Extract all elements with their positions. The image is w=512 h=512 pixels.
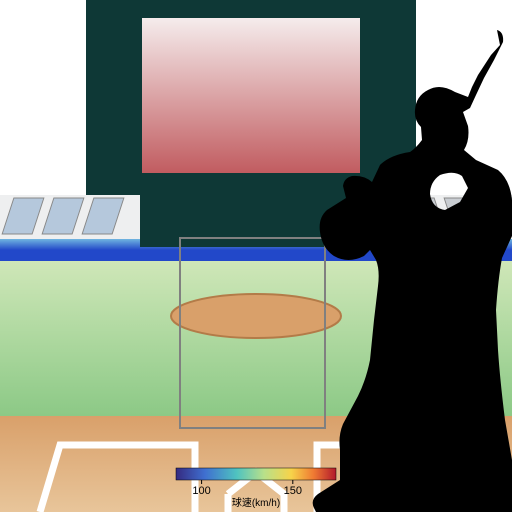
svg-text:150: 150	[284, 485, 302, 497]
pitchers-mound	[171, 294, 341, 338]
svg-text:100: 100	[192, 485, 210, 497]
colorbar-label: 球速(km/h)	[232, 496, 280, 509]
scene-svg: 100 150 球速(km/h)	[0, 0, 512, 512]
baseball-scene: 100 150 球速(km/h)	[0, 0, 512, 512]
